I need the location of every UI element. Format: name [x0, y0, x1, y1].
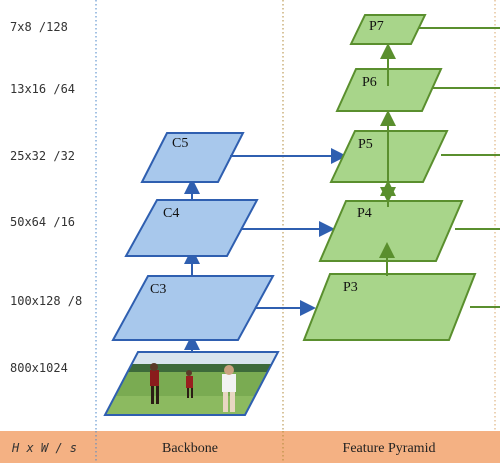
pyramid-level-p4: P4	[318, 200, 464, 262]
scale-column: 7x8 /128 13x16 /64 25x32 /32 50x64 /16 1…	[10, 20, 82, 375]
pyramid-level-p7: P7	[349, 14, 427, 45]
footer-feature-pyramid: Feature Pyramid	[343, 441, 436, 456]
backbone-level-c3: C3	[111, 275, 275, 341]
pyramid-label-p4: P4	[357, 206, 372, 221]
scale-row-p7: 7x8 /128	[10, 20, 68, 34]
pyramid-label-p3: P3	[343, 280, 358, 295]
footer-backbone: Backbone	[162, 441, 218, 456]
pyramid-level-p3: P3	[302, 273, 477, 341]
scale-row-p6: 13x16 /64	[10, 82, 75, 96]
backbone-level-c4: C4	[124, 199, 259, 257]
scale-row-p3: 100x128 /8	[10, 294, 82, 308]
backbone-label-c5: C5	[172, 136, 188, 151]
pyramid-label-p5: P5	[358, 137, 373, 152]
footer-bar: H x W / s Backbone Feature Pyramid	[0, 431, 500, 463]
backbone-label-c3: C3	[150, 282, 166, 297]
backbone-label-c4: C4	[163, 206, 179, 221]
pyramid-outputs	[414, 27, 500, 308]
scale-row-p4: 50x64 /16	[10, 215, 75, 229]
scale-row-p5: 25x32 /32	[10, 149, 75, 163]
backbone-level-c5: C5	[140, 132, 245, 183]
pyramid-label-p7: P7	[369, 19, 384, 34]
pyramid-label-p6: P6	[362, 75, 377, 90]
input-image	[103, 351, 280, 416]
footer-scale-header: H x W / s	[11, 441, 77, 455]
scale-row-input: 800x1024	[10, 361, 68, 375]
